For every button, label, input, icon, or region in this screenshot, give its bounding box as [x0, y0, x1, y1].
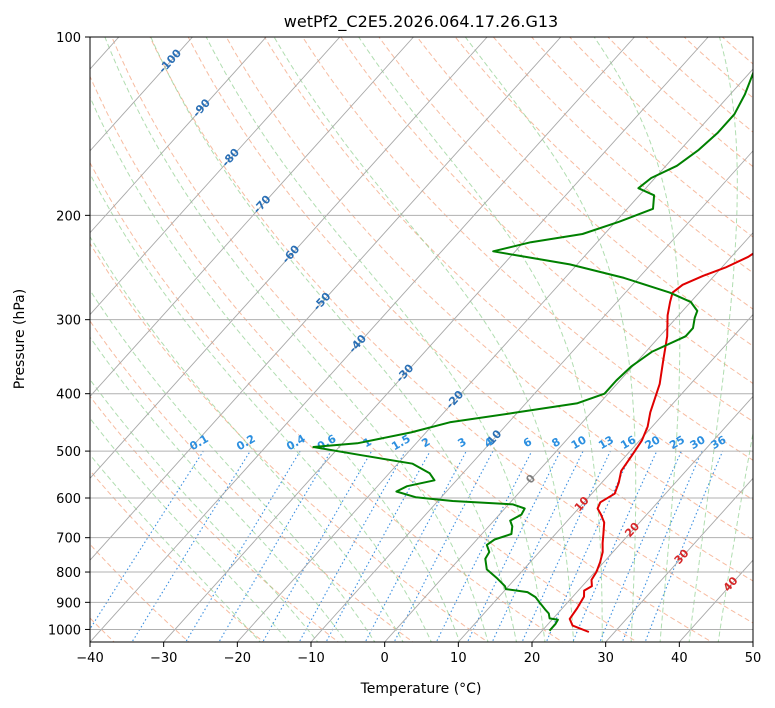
isotherm-line [236, 68, 753, 642]
pressure-gridlines [90, 37, 753, 630]
x-tick-label: −30 [150, 651, 177, 666]
x-tick-label: −40 [76, 651, 103, 666]
isotherm-line [310, 150, 753, 642]
mixing-ratio-line [521, 450, 611, 642]
isotherm-line [90, 37, 267, 234]
y-tick-label: 600 [56, 492, 81, 507]
y-tick-label: 500 [56, 445, 81, 460]
plot-frame [89, 36, 754, 643]
mixing-ratio-line [90, 450, 204, 630]
x-tick-label: 10 [450, 651, 467, 666]
y-tick-label: 1000 [48, 623, 81, 638]
isotherm-line [457, 313, 753, 642]
y-tick-label: 300 [56, 314, 81, 329]
x-tick-label: 50 [745, 651, 762, 666]
y-axis-ticks: 100 200 300 400 500 600 700 800 900 1000 [48, 31, 90, 638]
mixing-ratio-lines [90, 450, 724, 642]
moist-adiabat-line [90, 95, 461, 642]
mixing-ratio-line [491, 450, 584, 642]
chart-title: wetPf2_C2E5.2026.064.17.26.G13 [284, 12, 558, 32]
x-tick-label: 20 [524, 651, 541, 666]
mixing-ratio-line [131, 450, 251, 642]
isotherm-line [384, 232, 753, 642]
isotherm-line [90, 37, 193, 152]
isotherm-line [90, 37, 341, 316]
dewpoint-profile-line [312, 70, 753, 632]
x-tick-label: 40 [671, 651, 688, 666]
mixing-ratio-line [218, 450, 332, 642]
moist-adiabat-line [90, 172, 432, 642]
mixing-ratio-line [393, 450, 494, 642]
isotherm-line [90, 37, 414, 398]
isotherm-line [90, 37, 488, 479]
mixing-ratio-line [364, 450, 467, 642]
dry-adiabat-line [378, 37, 753, 385]
y-tick-label: 200 [56, 209, 81, 224]
y-tick-label: 400 [56, 388, 81, 403]
isotherm-line [90, 37, 635, 642]
mixing-ratio-line [599, 450, 682, 642]
y-tick-label: 800 [56, 566, 81, 581]
moist-adiabat-line [90, 378, 319, 642]
y-tick-label: 100 [56, 31, 81, 46]
mixing-ratio-line [621, 450, 703, 642]
x-tick-label: −10 [297, 651, 324, 666]
dry-adiabat-line [263, 37, 753, 501]
x-tick-label: 0 [381, 651, 389, 666]
isotherms [90, 37, 753, 642]
y-tick-label: 900 [56, 596, 81, 611]
mixing-ratio-line [644, 450, 724, 642]
temperature-profile-line [568, 252, 753, 633]
dry-adiabat-line [340, 37, 753, 423]
dry-adiabat-line [187, 37, 753, 582]
data-series [312, 70, 753, 633]
dry-adiabat-line [90, 320, 414, 642]
x-axis-ticks: −40 −30 −20 −10 0 10 20 30 40 50 [76, 642, 761, 666]
x-axis-title: Temperature (°C) [360, 681, 482, 697]
y-axis-title: Pressure (hPa) [12, 289, 28, 389]
isotherm-line [163, 37, 709, 642]
isotherm-line [605, 477, 753, 642]
isotherm-line [531, 395, 753, 642]
y-tick-label: 700 [56, 532, 81, 547]
x-tick-label: 30 [597, 651, 614, 666]
x-tick-label: −20 [224, 651, 251, 666]
isotherm-line [90, 37, 562, 561]
